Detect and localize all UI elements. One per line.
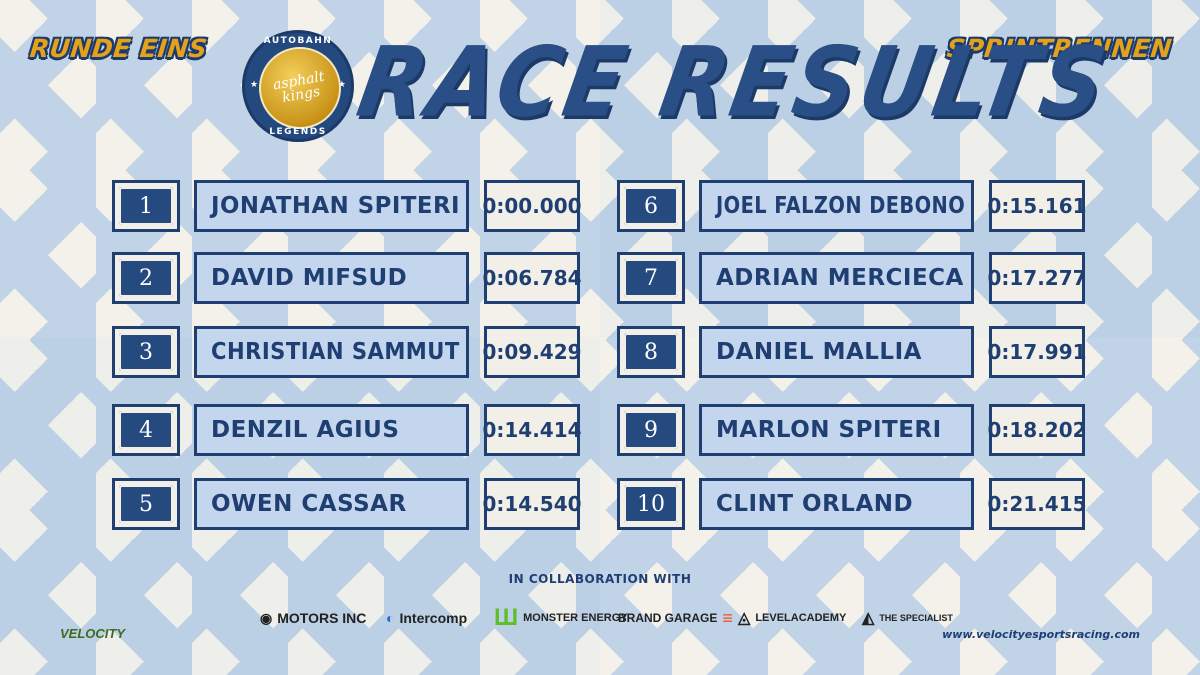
gap-time: 0:00.000 (482, 180, 582, 232)
position-number: 7 (624, 259, 678, 297)
badge-gold-disc: asphalt kings (259, 47, 341, 129)
badge-top-text: AUTOBAHN (263, 36, 333, 46)
round-label: RUNDE EINS (28, 34, 209, 63)
monster-claw-icon: Ш (494, 604, 519, 631)
sponsor-logo-brand-garage: BRAND GARAGE ≡ (618, 603, 738, 633)
position-number: 8 (624, 333, 678, 371)
stripes-icon: ≡ (722, 607, 733, 628)
sponsor-name: MOTORS INC (277, 610, 367, 626)
gap-time: 0:06.784 (482, 252, 582, 304)
car-silhouette-icon: ◭ (862, 610, 875, 627)
position-number: 2 (119, 259, 173, 297)
position-box: 10 (617, 478, 685, 530)
driver-name-text: DANIEL MALLIA (716, 339, 922, 365)
sponsor-logo-intercomp: ◐ Intercomp (386, 603, 467, 633)
position-box: 3 (112, 326, 180, 378)
driver-name-text: CHRISTIAN SAMMUT (211, 339, 460, 365)
gap-time: 0:14.540 (482, 478, 582, 530)
sponsor-name: BRAND GARAGE (618, 611, 718, 625)
gap-time: 0:09.429 (482, 326, 582, 378)
driver-name: CLINT ORLAND (699, 478, 974, 530)
driver-name: JOEL FALZON DEBONO (699, 180, 974, 232)
driver-name: DENZIL AGIUS (194, 404, 469, 456)
position-number: 6 (624, 187, 678, 225)
sponsor-logo-monster-energy: Ш MONSTER ENERGY (494, 603, 628, 633)
driver-name: MARLON SPITERI (699, 404, 974, 456)
gap-time: 0:15.161 (987, 180, 1087, 232)
gap-time: 0:14.414 (482, 404, 582, 456)
badge-script-text: asphalt kings (271, 68, 326, 107)
driver-name-text: MARLON SPITERI (716, 417, 942, 443)
position-number: 5 (119, 485, 173, 523)
intercomp-icon: ◐ (386, 610, 395, 626)
event-badge-logo: AUTOBAHN ★ ★ asphalt kings LEGENDS (242, 30, 354, 142)
driver-name-text: CLINT ORLAND (716, 491, 914, 517)
page-title: RACE RESULTS (350, 27, 1118, 139)
driver-name-text: JOEL FALZON DEBONO (716, 193, 966, 219)
position-number: 10 (624, 485, 678, 523)
position-number: 3 (119, 333, 173, 371)
sponsor-name: VELOCITY (60, 625, 126, 641)
position-box: 7 (617, 252, 685, 304)
gap-time: 0:18.202 (987, 404, 1087, 456)
position-box: 5 (112, 478, 180, 530)
level-triangle-icon: ◬ (738, 610, 751, 627)
position-number: 4 (119, 411, 173, 449)
star-icon: ★ (337, 80, 346, 90)
gap-time: 0:17.991 (987, 326, 1087, 378)
gap-time: 0:17.277 (987, 252, 1087, 304)
sponsor-logo-velocity: VELOCITY (60, 618, 125, 648)
driver-name: ADRIAN MERCIECA (699, 252, 974, 304)
position-number: 1 (119, 187, 173, 225)
sponsor-name: MONSTER ENERGY (523, 612, 628, 624)
position-number: 9 (624, 411, 678, 449)
position-box: 1 (112, 180, 180, 232)
gap-time: 0:21.415 (987, 478, 1087, 530)
position-box: 6 (617, 180, 685, 232)
driver-name: CHRISTIAN SAMMUT (194, 326, 469, 378)
badge-bottom-text: LEGENDS (269, 127, 327, 137)
sponsor-name: Intercomp (399, 610, 468, 626)
driver-name-text: ADRIAN MERCIECA (716, 265, 964, 291)
position-box: 4 (112, 404, 180, 456)
motors-circle-icon: ◉ (260, 609, 273, 626)
website-url: www.velocityesportsracing.com (942, 628, 1140, 641)
driver-name-text: JONATHAN SPITERI (211, 193, 461, 219)
sponsor-logo-level-academy: ◬ LEVELACADEMY (738, 603, 846, 633)
driver-name-text: OWEN CASSAR (211, 491, 407, 517)
driver-name: OWEN CASSAR (194, 478, 469, 530)
star-icon: ★ (250, 80, 259, 90)
sponsor-name: LEVELACADEMY (755, 612, 847, 624)
driver-name: JONATHAN SPITERI (194, 180, 469, 232)
position-box: 2 (112, 252, 180, 304)
position-box: 9 (617, 404, 685, 456)
sponsor-logo-the-specialist: ◭ THE SPECIALIST (862, 603, 953, 633)
driver-name-text: DENZIL AGIUS (211, 417, 400, 443)
collaboration-heading: IN COLLABORATION WITH (508, 572, 692, 586)
sponsor-name: THE SPECIALIST (879, 613, 953, 623)
driver-name: DAVID MIFSUD (194, 252, 469, 304)
driver-name-text: DAVID MIFSUD (211, 265, 408, 291)
position-box: 8 (617, 326, 685, 378)
driver-name: DANIEL MALLIA (699, 326, 974, 378)
sponsor-logo-motors-inc: ◉ MOTORS INC (260, 603, 366, 633)
